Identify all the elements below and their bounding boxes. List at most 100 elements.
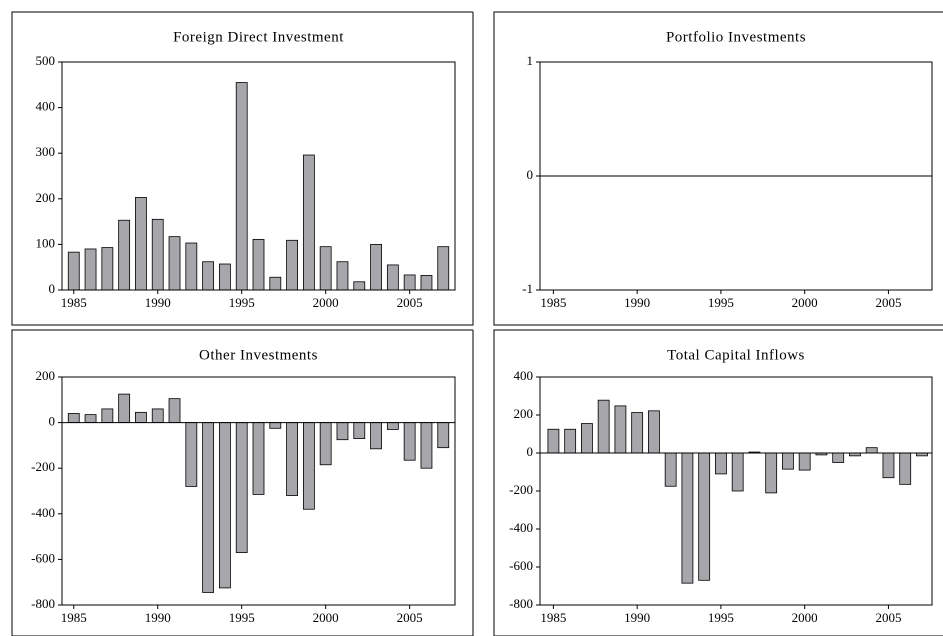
bar bbox=[286, 239, 298, 291]
bar bbox=[118, 219, 131, 291]
bar bbox=[370, 243, 382, 291]
bar bbox=[252, 238, 265, 291]
bar bbox=[319, 422, 332, 466]
bar bbox=[386, 422, 399, 430]
bar bbox=[420, 275, 433, 291]
bar bbox=[286, 422, 298, 496]
x-tick-label: 1990 bbox=[624, 295, 650, 310]
bar bbox=[185, 422, 198, 487]
bar bbox=[581, 423, 593, 454]
bar bbox=[353, 281, 366, 291]
y-tick-label: -400 bbox=[31, 505, 55, 520]
bar bbox=[865, 447, 878, 454]
bar bbox=[101, 247, 114, 291]
bar bbox=[151, 408, 164, 424]
bar bbox=[437, 246, 450, 291]
bar bbox=[202, 261, 215, 291]
panel-border bbox=[493, 329, 943, 636]
x-tick-label: 2005 bbox=[397, 295, 423, 310]
bar bbox=[370, 422, 382, 450]
bar bbox=[67, 251, 80, 291]
y-tick-label: 400 bbox=[514, 368, 534, 383]
x-tick-label: 2000 bbox=[313, 610, 339, 625]
bar bbox=[101, 408, 114, 424]
x-tick-label: 2000 bbox=[313, 295, 339, 310]
bar bbox=[564, 428, 577, 454]
x-tick-label: 1995 bbox=[708, 610, 734, 625]
bar bbox=[832, 452, 845, 463]
y-tick-label: 0 bbox=[49, 281, 56, 296]
bar bbox=[269, 422, 282, 429]
y-tick-label: 500 bbox=[36, 53, 56, 68]
bar bbox=[269, 276, 282, 291]
x-tick-label: 1985 bbox=[540, 295, 566, 310]
bar bbox=[219, 422, 231, 589]
x-tick-label: 2005 bbox=[875, 295, 901, 310]
bar bbox=[235, 422, 248, 553]
bar bbox=[135, 411, 147, 423]
bar bbox=[151, 218, 164, 291]
y-tick-label: 200 bbox=[36, 368, 56, 383]
bar bbox=[782, 452, 794, 470]
bar bbox=[353, 422, 366, 439]
bar bbox=[715, 452, 727, 475]
y-tick-label: 300 bbox=[36, 144, 56, 159]
x-tick-label: 1985 bbox=[540, 610, 566, 625]
chart-title: Portfolio Investments bbox=[666, 29, 806, 45]
x-tick-label: 1985 bbox=[61, 295, 87, 310]
bar bbox=[67, 413, 80, 424]
bar bbox=[235, 82, 248, 291]
chart-title: Other Investments bbox=[199, 347, 318, 363]
y-tick-label: 0 bbox=[527, 167, 534, 182]
y-tick-label: -600 bbox=[31, 550, 55, 565]
x-tick-label: 1990 bbox=[145, 610, 171, 625]
panel-border bbox=[493, 11, 943, 326]
bar bbox=[698, 452, 711, 581]
bar bbox=[118, 393, 131, 424]
y-tick-label: -800 bbox=[509, 596, 533, 611]
x-tick-label: 1995 bbox=[229, 610, 255, 625]
plot-frame bbox=[61, 376, 456, 606]
bar bbox=[614, 405, 627, 454]
y-tick-label: 400 bbox=[36, 99, 56, 114]
bar bbox=[547, 428, 560, 454]
y-tick-label: 200 bbox=[514, 406, 534, 421]
bar bbox=[84, 414, 97, 423]
bar bbox=[135, 197, 147, 291]
bar bbox=[403, 422, 416, 461]
x-tick-label: 1985 bbox=[61, 610, 87, 625]
x-tick-label: 1990 bbox=[145, 295, 171, 310]
chart-title: Total Capital Inflows bbox=[667, 347, 805, 363]
x-tick-label: 1995 bbox=[708, 295, 734, 310]
y-tick-label: -1 bbox=[522, 281, 533, 296]
bar bbox=[252, 422, 265, 495]
bar bbox=[631, 412, 644, 454]
bar bbox=[648, 410, 660, 454]
bar bbox=[765, 452, 778, 494]
y-tick-label: 200 bbox=[36, 190, 56, 205]
x-tick-label: 2000 bbox=[792, 610, 818, 625]
bar bbox=[84, 248, 97, 291]
bar bbox=[336, 422, 349, 441]
y-tick-label: -200 bbox=[509, 482, 533, 497]
y-tick-label: -800 bbox=[31, 596, 55, 611]
bar bbox=[219, 263, 231, 291]
bar bbox=[403, 274, 416, 291]
bar bbox=[731, 452, 744, 492]
x-tick-label: 2005 bbox=[397, 610, 423, 625]
bar bbox=[681, 452, 694, 584]
y-tick-label: -200 bbox=[31, 459, 55, 474]
bar bbox=[336, 261, 349, 291]
bar bbox=[597, 399, 610, 454]
y-tick-label: -600 bbox=[509, 558, 533, 573]
bar bbox=[202, 422, 215, 593]
y-tick-label: 0 bbox=[49, 414, 56, 429]
y-tick-label: 1 bbox=[527, 53, 534, 68]
x-tick-label: 1990 bbox=[624, 610, 650, 625]
panel-border bbox=[11, 11, 474, 326]
y-tick-label: 100 bbox=[36, 235, 56, 250]
bar bbox=[185, 242, 198, 291]
bar bbox=[899, 452, 912, 485]
bar bbox=[319, 246, 332, 291]
